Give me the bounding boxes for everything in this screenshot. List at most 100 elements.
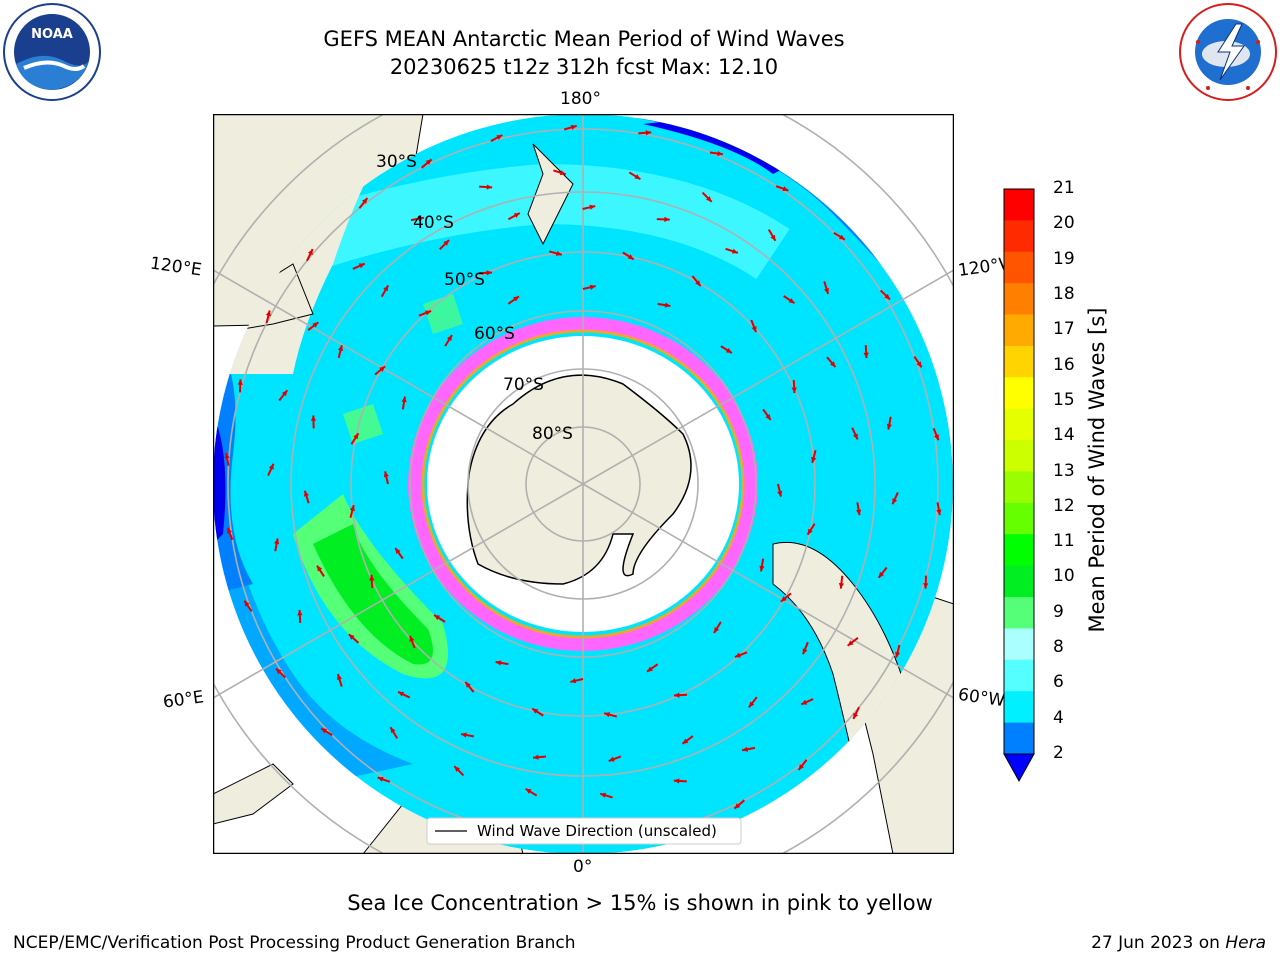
wind-arrow-head — [916, 361, 922, 368]
colorbar-tick: 11 — [1053, 531, 1075, 552]
wind-arrow-head — [717, 150, 723, 157]
colorbar-segment — [1004, 189, 1034, 221]
wind-arrow-head — [673, 692, 680, 698]
sea-ice-note: Sea Ice Concentration > 15% is shown in … — [347, 891, 933, 915]
wind-arrow-head — [600, 792, 607, 798]
wind-arrow-head — [401, 396, 407, 403]
colorbar-label: Mean Period of Wind Waves [s] — [1085, 307, 1109, 633]
wind-arrow-head — [513, 213, 520, 218]
wind-arrow-head — [513, 296, 519, 302]
colorbar-tick: 4 — [1053, 707, 1064, 728]
wind-arrow-head — [673, 778, 680, 784]
wind-arrow-head — [555, 250, 562, 256]
wind-arrow-head — [409, 635, 415, 642]
wind-arrow-head — [570, 124, 577, 130]
lat-label-50s: 50°S — [444, 270, 485, 290]
colorbar-segment — [1004, 597, 1034, 629]
wind-arrow-head — [383, 285, 389, 292]
wind-arrow-head — [224, 452, 230, 459]
wind-arrow-head — [777, 490, 783, 497]
lon-label-60w: 60°W — [956, 684, 1007, 712]
wind-arrow-head — [589, 204, 596, 210]
wind-arrow-head — [379, 366, 386, 372]
footer-host: Hera — [1225, 933, 1266, 953]
wind-arrow-head — [838, 582, 845, 589]
svg-text:NOAA: NOAA — [31, 27, 73, 42]
antarctica — [466, 374, 692, 585]
wind-wave-arrows — [224, 124, 942, 810]
colorbar-segment — [1004, 314, 1034, 347]
wind-arrow-head — [934, 434, 939, 441]
wind-arrow-head — [751, 326, 757, 333]
colorbar-tick: 13 — [1053, 460, 1075, 481]
colorbar-segment — [1004, 534, 1034, 567]
colorbar-tick: 15 — [1053, 389, 1075, 410]
colorbar-ticks: 21 20 19 18 17 16 15 14 13 12 11 10 9 8 6 4 2 — [1053, 0, 1093, 960]
footer-date-text: 27 Jun 2023 on — [1091, 933, 1220, 953]
colorbar-tick: 14 — [1053, 425, 1075, 446]
wind-arrow-head — [788, 298, 795, 304]
wind-arrow-head — [695, 280, 701, 287]
lon-label-bottom: 0° — [573, 857, 593, 877]
wind-arrow-head — [782, 186, 789, 192]
map-legend: Wind Wave Direction (unscaled) — [426, 817, 742, 845]
footer-credit: NCEP/EMC/Verification Post Processing Pr… — [13, 933, 576, 953]
colorbar-segment — [1004, 283, 1034, 316]
wind-arrow-head — [664, 216, 670, 223]
colorbar-segment — [1004, 565, 1034, 598]
wind-arrow-head — [454, 766, 460, 772]
colorbar-segment — [1004, 471, 1034, 504]
wind-arrow-head — [706, 196, 712, 202]
colorbar-under-arrow — [1003, 753, 1035, 783]
wind-arrow-head — [461, 732, 467, 738]
wind-arrow-head — [780, 596, 787, 602]
wind-arrow-head — [838, 234, 845, 240]
wind-arrow-head — [884, 293, 890, 300]
wind-arrow-head — [307, 249, 313, 256]
polar-map: Wind Wave Direction (unscaled) — [162, 63, 1004, 905]
wind-arrow-head — [604, 712, 611, 718]
lat-label-80s: 80°S — [532, 424, 573, 444]
colorbar-segment — [1004, 345, 1034, 378]
wind-arrow-head — [759, 565, 765, 572]
wind-arrow-head — [770, 234, 776, 241]
wind-arrow-head — [807, 528, 813, 535]
wind-arrow-head — [765, 414, 771, 420]
colorbar-segment — [1004, 377, 1034, 410]
colorbar-tick: 9 — [1053, 601, 1064, 622]
wind-arrow-head — [798, 764, 804, 770]
wind-arrow-head — [297, 609, 303, 616]
wind-arrow-head — [886, 423, 892, 430]
colorbar-tick: 20 — [1053, 213, 1075, 234]
wind-arrow-head — [936, 509, 942, 516]
wind-arrow-head — [418, 216, 424, 222]
wind-arrow-head — [852, 433, 858, 440]
wind-arrow-head — [559, 170, 566, 176]
wind-arrow-head — [303, 490, 309, 497]
wind-arrow-head — [742, 746, 748, 752]
wind-arrow-head — [829, 361, 836, 367]
colorbar-tick: 10 — [1053, 566, 1075, 587]
wind-arrow-head — [312, 322, 319, 328]
wind-arrow-head — [348, 634, 355, 640]
lon-label-60e: 60°E — [161, 687, 206, 713]
wind-arrow-head — [608, 756, 615, 762]
wind-arrow-head — [465, 681, 471, 688]
wind-arrow-head — [863, 352, 869, 359]
wind-arrow-head — [337, 674, 342, 681]
wind-arrow-head — [589, 284, 596, 290]
colorbar-tick: 12 — [1053, 495, 1075, 516]
wind-arrow-head — [892, 498, 898, 505]
wind-arrow-head — [377, 776, 384, 782]
wind-arrow-head — [748, 701, 755, 708]
lat-label-40s: 40°S — [413, 213, 454, 233]
lon-label-top: 180° — [560, 89, 601, 109]
colorbar-tick: 8 — [1053, 637, 1064, 658]
wind-arrow-head — [443, 240, 450, 246]
nws-logo — [1178, 2, 1278, 102]
wind-arrow-head — [570, 678, 577, 684]
wind-arrow-head — [923, 583, 929, 589]
wind-arrow-head — [321, 728, 328, 734]
wind-arrow-head — [847, 640, 854, 646]
colorbar-segment — [1004, 440, 1034, 472]
